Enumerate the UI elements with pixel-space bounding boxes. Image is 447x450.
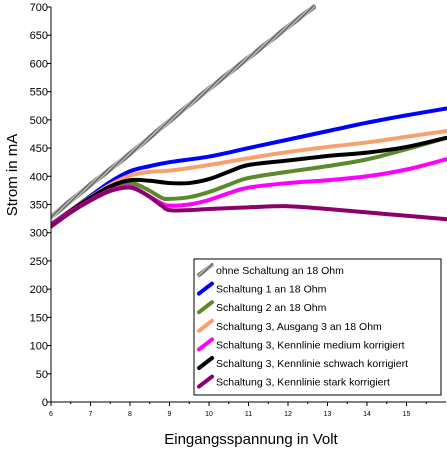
legend-swatch-2 — [197, 281, 214, 296]
y-tick-label: 650 — [30, 30, 48, 42]
x-tick-label: 14 — [363, 411, 371, 418]
y-tick-label: 50 — [36, 369, 48, 381]
legend-swatch-3 — [197, 300, 214, 315]
y-tick-label: 600 — [30, 58, 48, 70]
legend: ohne Schaltung an 18 Ohm Schaltung 1 an 1… — [193, 258, 442, 396]
legend-swatch-4 — [197, 318, 214, 333]
legend-swatch-6 — [197, 356, 214, 370]
x-tick-label: 12 — [284, 411, 292, 418]
legend-swatch-5 — [197, 337, 214, 352]
y-tick-label: 300 — [30, 228, 48, 240]
x-tick-label: 6 — [49, 411, 53, 418]
y-tick-label: 450 — [30, 143, 48, 155]
legend-label-6: Schaltung 3, Kennlinie schwach korrigier… — [216, 358, 408, 370]
x-tick-label: 7 — [89, 411, 93, 418]
legend-swatch-7 — [197, 374, 214, 389]
y-tick-label: 700 — [30, 2, 48, 14]
legend-label-5: Schaltung 3, Kennlinie medium korrigiert — [216, 339, 405, 351]
y-tick-label: 550 — [30, 87, 48, 99]
y-tick-label: 0 — [42, 397, 48, 409]
y-tick-label: 350 — [30, 200, 48, 212]
legend-label-1: ohne Schaltung an 18 Ohm — [216, 265, 344, 277]
series-line-1 — [51, 4, 317, 220]
y-tick-label: 200 — [30, 284, 48, 296]
legend-label-7: Schaltung 3, Kennlinie stark korrigiert — [216, 377, 390, 389]
y-axis-title: Strom in mA — [4, 134, 21, 217]
series-line-7 — [51, 185, 447, 229]
y-tick-labels: 0 50 100 150 200 250 300 350 400 450 500 550 600 650 7… — [30, 2, 51, 409]
legend-label-3: Schaltung 2 an 18 Ohm — [216, 302, 327, 314]
legend-box — [193, 258, 442, 396]
y-tick-label: 150 — [30, 312, 48, 324]
series-layer — [51, 4, 447, 229]
series-line-6 — [51, 135, 447, 228]
legend-label-2: Schaltung 1 an 18 Ohm — [216, 284, 327, 296]
y-tick-label: 500 — [30, 115, 48, 127]
x-tick-labels: 6 7 8 9 10 11 12 13 14 15 — [49, 402, 427, 418]
legend-items: ohne Schaltung an 18 Ohm Schaltung 1 an 1… — [197, 263, 408, 389]
x-axis-title: Eingangsspannung in Volt — [164, 431, 338, 448]
x-tick-label: 15 — [403, 411, 411, 418]
y-tick-label: 400 — [30, 171, 48, 183]
legend-swatch-1 — [197, 263, 214, 277]
x-tick-label: 9 — [168, 411, 172, 418]
x-tick-label: 10 — [205, 411, 213, 418]
x-tick-label: 13 — [324, 411, 332, 418]
x-tick-label: 8 — [128, 411, 132, 418]
y-tick-label: 100 — [30, 341, 48, 353]
x-tick-label: 11 — [245, 411, 252, 418]
legend-label-4: Schaltung 3, Ausgang 3 an 18 Ohm — [216, 321, 382, 333]
y-tick-label: 250 — [30, 256, 48, 268]
